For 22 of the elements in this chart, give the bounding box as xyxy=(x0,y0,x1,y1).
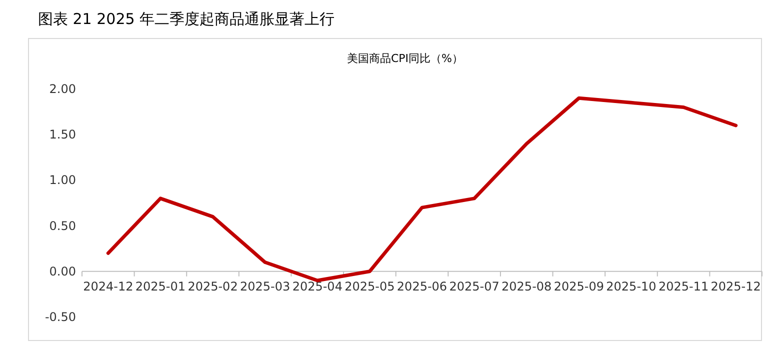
y-tick-label: 1.50 xyxy=(49,128,76,142)
y-tick-label: 0.50 xyxy=(49,218,76,233)
x-tick-label: 2025-06 xyxy=(396,279,448,294)
x-tick-label: 2025-02 xyxy=(188,279,238,294)
x-tick-label: 2025-10 xyxy=(606,279,656,294)
y-tick-label: 1.00 xyxy=(49,173,76,188)
line-series xyxy=(106,96,738,282)
y-tick-label: -0.50 xyxy=(44,310,76,324)
y-tick-label: 0.00 xyxy=(49,264,76,278)
x-tick-label: 2025-12 xyxy=(710,279,761,294)
x-tick-label: 2025-04 xyxy=(292,279,342,294)
y-tick-label: 2.00 xyxy=(49,82,76,96)
x-tick-label: 2025-01 xyxy=(135,279,186,294)
chart-subtitle: 美国商品CPI同比（%） xyxy=(346,52,464,65)
x-tick-label: 2025-05 xyxy=(344,279,395,294)
x-tick-label: 2024-12 xyxy=(83,279,134,294)
x-tick-label: 2025-07 xyxy=(449,279,500,294)
x-tick-label: 2025-09 xyxy=(554,279,604,294)
x-tick-label: 2025-11 xyxy=(658,279,709,294)
x-tick-label: 2025-08 xyxy=(502,279,552,294)
chart-title: 图表 21 2025 年二季度起商品通胀显著上行 xyxy=(38,10,335,28)
x-tick-label: 2025-03 xyxy=(240,279,290,294)
